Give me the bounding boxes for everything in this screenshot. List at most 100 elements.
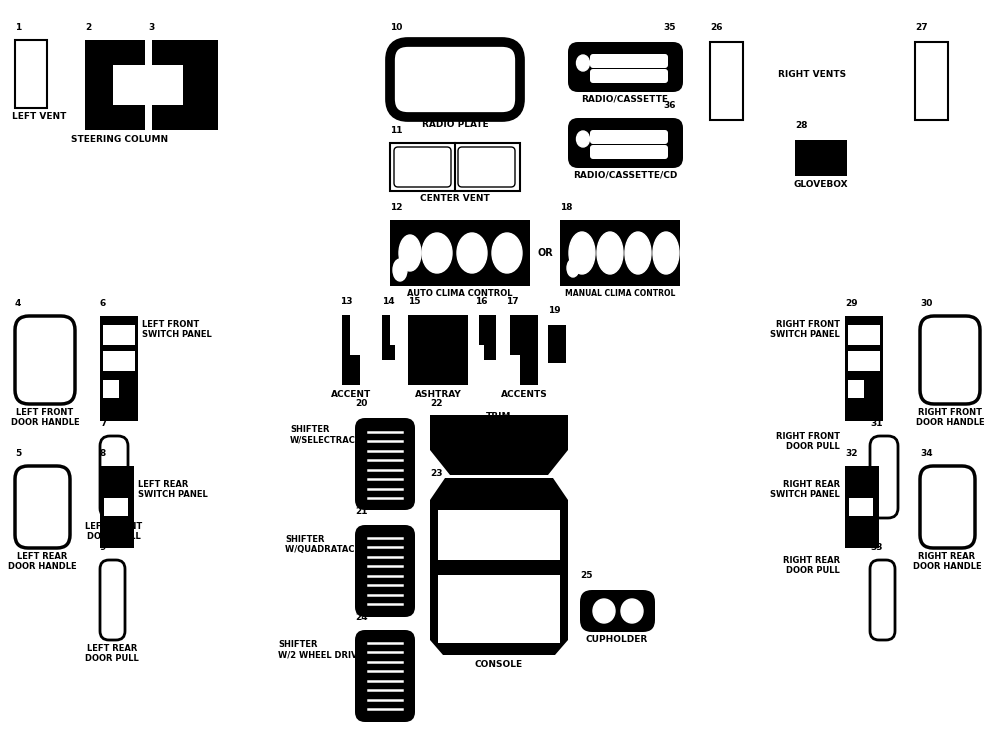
FancyBboxPatch shape: [568, 118, 683, 168]
FancyBboxPatch shape: [590, 54, 668, 68]
Text: RADIO PLATE: RADIO PLATE: [422, 120, 488, 129]
Text: 16: 16: [475, 297, 488, 306]
Text: 12: 12: [390, 203, 402, 212]
FancyBboxPatch shape: [355, 525, 415, 617]
Text: RADIO/CASSETTE: RADIO/CASSETTE: [582, 95, 668, 104]
Text: CONSOLE: CONSOLE: [475, 660, 523, 669]
Text: 25: 25: [580, 571, 592, 580]
Text: 19: 19: [548, 306, 561, 315]
Text: 14: 14: [382, 297, 395, 306]
Polygon shape: [430, 415, 568, 475]
Text: 31: 31: [870, 419, 883, 428]
Text: 9: 9: [100, 543, 106, 552]
Text: OR: OR: [537, 248, 553, 258]
Text: 26: 26: [710, 23, 722, 32]
Ellipse shape: [576, 55, 590, 71]
Bar: [104, 498, 128, 516]
Text: 2: 2: [85, 23, 91, 32]
Text: SHIFTER
W/SELECTRAC: SHIFTER W/SELECTRAC: [290, 425, 356, 445]
Bar: [848, 325, 880, 345]
Text: 22: 22: [430, 399, 442, 408]
FancyBboxPatch shape: [15, 466, 70, 548]
Bar: [795, 140, 847, 176]
Text: 18: 18: [560, 203, 572, 212]
Text: 11: 11: [390, 126, 402, 135]
Text: 4: 4: [15, 299, 21, 308]
Ellipse shape: [567, 259, 579, 277]
Text: 1: 1: [15, 23, 21, 32]
Text: 7: 7: [100, 419, 106, 428]
Bar: [408, 315, 468, 385]
Text: 21: 21: [355, 507, 368, 516]
Bar: [438, 510, 560, 560]
FancyBboxPatch shape: [100, 436, 128, 518]
Text: 15: 15: [408, 297, 420, 306]
Text: LEFT REAR
SWITCH PANEL: LEFT REAR SWITCH PANEL: [138, 480, 208, 500]
Text: 35: 35: [663, 23, 676, 32]
Text: LEFT REAR
DOOR PULL: LEFT REAR DOOR PULL: [85, 644, 139, 664]
FancyBboxPatch shape: [394, 147, 451, 187]
FancyBboxPatch shape: [568, 42, 683, 92]
FancyBboxPatch shape: [590, 145, 668, 159]
Text: ASHTRAY: ASHTRAY: [415, 390, 461, 399]
Bar: [915, 42, 948, 120]
Text: TRIM: TRIM: [486, 412, 512, 421]
FancyBboxPatch shape: [580, 590, 655, 632]
Text: CENTER VENT: CENTER VENT: [420, 194, 490, 203]
Text: 36: 36: [663, 101, 676, 110]
Text: 23: 23: [430, 469, 442, 478]
Bar: [100, 316, 138, 421]
Text: LEFT FRONT
DOOR PULL: LEFT FRONT DOOR PULL: [85, 522, 143, 542]
Polygon shape: [342, 315, 360, 385]
Text: 27: 27: [915, 23, 928, 32]
Text: SHIFTER
W/QUADRATAC II: SHIFTER W/QUADRATAC II: [285, 535, 363, 554]
Text: AUTO CLIMA CONTROL: AUTO CLIMA CONTROL: [407, 289, 513, 298]
FancyBboxPatch shape: [355, 418, 415, 510]
Text: 3: 3: [148, 23, 154, 32]
FancyBboxPatch shape: [355, 630, 415, 722]
Polygon shape: [510, 315, 538, 385]
Text: LEFT FRONT
DOOR HANDLE: LEFT FRONT DOOR HANDLE: [11, 408, 79, 428]
Text: 6: 6: [100, 299, 106, 308]
Text: LEFT REAR
DOOR HANDLE: LEFT REAR DOOR HANDLE: [8, 552, 76, 572]
Polygon shape: [479, 315, 496, 360]
Ellipse shape: [593, 599, 615, 623]
Ellipse shape: [625, 232, 651, 274]
Polygon shape: [430, 478, 568, 655]
Bar: [103, 351, 135, 371]
Ellipse shape: [653, 232, 679, 274]
Ellipse shape: [457, 233, 487, 273]
Text: RIGHT REAR
SWITCH PANEL: RIGHT REAR SWITCH PANEL: [770, 480, 840, 500]
Text: SHIFTER
W/2 WHEEL DRIVE: SHIFTER W/2 WHEEL DRIVE: [278, 640, 363, 659]
Bar: [390, 220, 530, 286]
FancyBboxPatch shape: [590, 130, 668, 144]
Ellipse shape: [399, 235, 421, 271]
Text: STEERING COLUMN: STEERING COLUMN: [71, 135, 169, 144]
Ellipse shape: [393, 259, 407, 281]
Text: LEFT FRONT
SWITCH PANEL: LEFT FRONT SWITCH PANEL: [142, 320, 212, 340]
Bar: [560, 220, 680, 286]
Ellipse shape: [576, 131, 590, 147]
FancyBboxPatch shape: [458, 147, 515, 187]
Bar: [438, 575, 560, 643]
Text: 33: 33: [870, 543, 883, 552]
Text: 28: 28: [795, 121, 808, 130]
Text: 10: 10: [390, 23, 402, 32]
FancyBboxPatch shape: [870, 560, 895, 640]
Text: RIGHT FRONT
DOOR PULL: RIGHT FRONT DOOR PULL: [776, 432, 840, 451]
FancyBboxPatch shape: [590, 69, 668, 83]
Text: LEFT VENT: LEFT VENT: [12, 112, 66, 121]
Bar: [100, 466, 134, 548]
Text: CUPHOLDER: CUPHOLDER: [586, 635, 648, 644]
Text: 17: 17: [506, 297, 519, 306]
FancyBboxPatch shape: [100, 560, 125, 640]
Text: ACCENTS: ACCENTS: [501, 390, 547, 399]
FancyBboxPatch shape: [870, 436, 898, 518]
Text: RIGHT FRONT
SWITCH PANEL: RIGHT FRONT SWITCH PANEL: [770, 320, 840, 340]
Text: RIGHT VENTS: RIGHT VENTS: [778, 70, 846, 79]
Bar: [849, 498, 873, 516]
Text: RIGHT FRONT
DOOR HANDLE: RIGHT FRONT DOOR HANDLE: [916, 408, 984, 428]
FancyBboxPatch shape: [920, 466, 975, 548]
Bar: [845, 466, 879, 548]
Text: 24: 24: [355, 613, 368, 622]
